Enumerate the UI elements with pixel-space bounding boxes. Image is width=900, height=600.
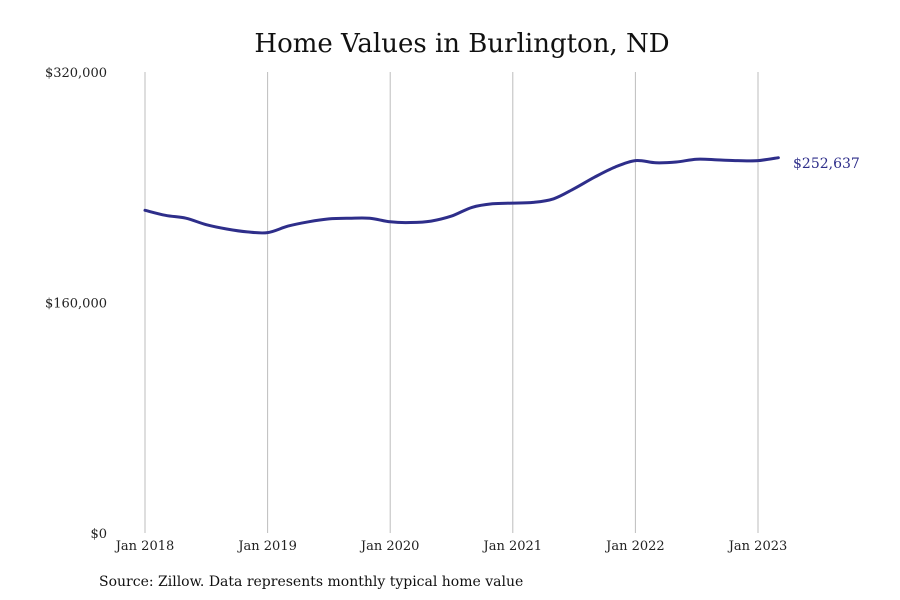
gridlines [144, 72, 759, 533]
x-tick-label: Jan 2023 [727, 539, 788, 554]
home-value-line [143, 156, 780, 235]
x-tick-label: Jan 2021 [482, 539, 543, 554]
y-axis-tick-labels: $0 $160,000 $320,000 [45, 66, 107, 542]
y-tick-label: $160,000 [45, 297, 107, 312]
x-tick-label: Jan 2020 [359, 539, 420, 554]
x-tick-label: Jan 2019 [236, 539, 297, 554]
x-tick-label: Jan 2018 [114, 539, 175, 554]
chart-title: Home Values in Burlington, ND [254, 29, 669, 59]
x-tick-label: Jan 2022 [604, 539, 665, 554]
y-tick-label: $0 [90, 527, 107, 542]
source-note: Source: Zillow. Data represents monthly … [99, 574, 523, 590]
latest-value-label: $252,637 [793, 156, 860, 172]
x-axis-tick-labels: Jan 2018 Jan 2019 Jan 2020 Jan 2021 Jan 2022… [114, 539, 788, 554]
y-tick-label: $320,000 [45, 66, 107, 81]
